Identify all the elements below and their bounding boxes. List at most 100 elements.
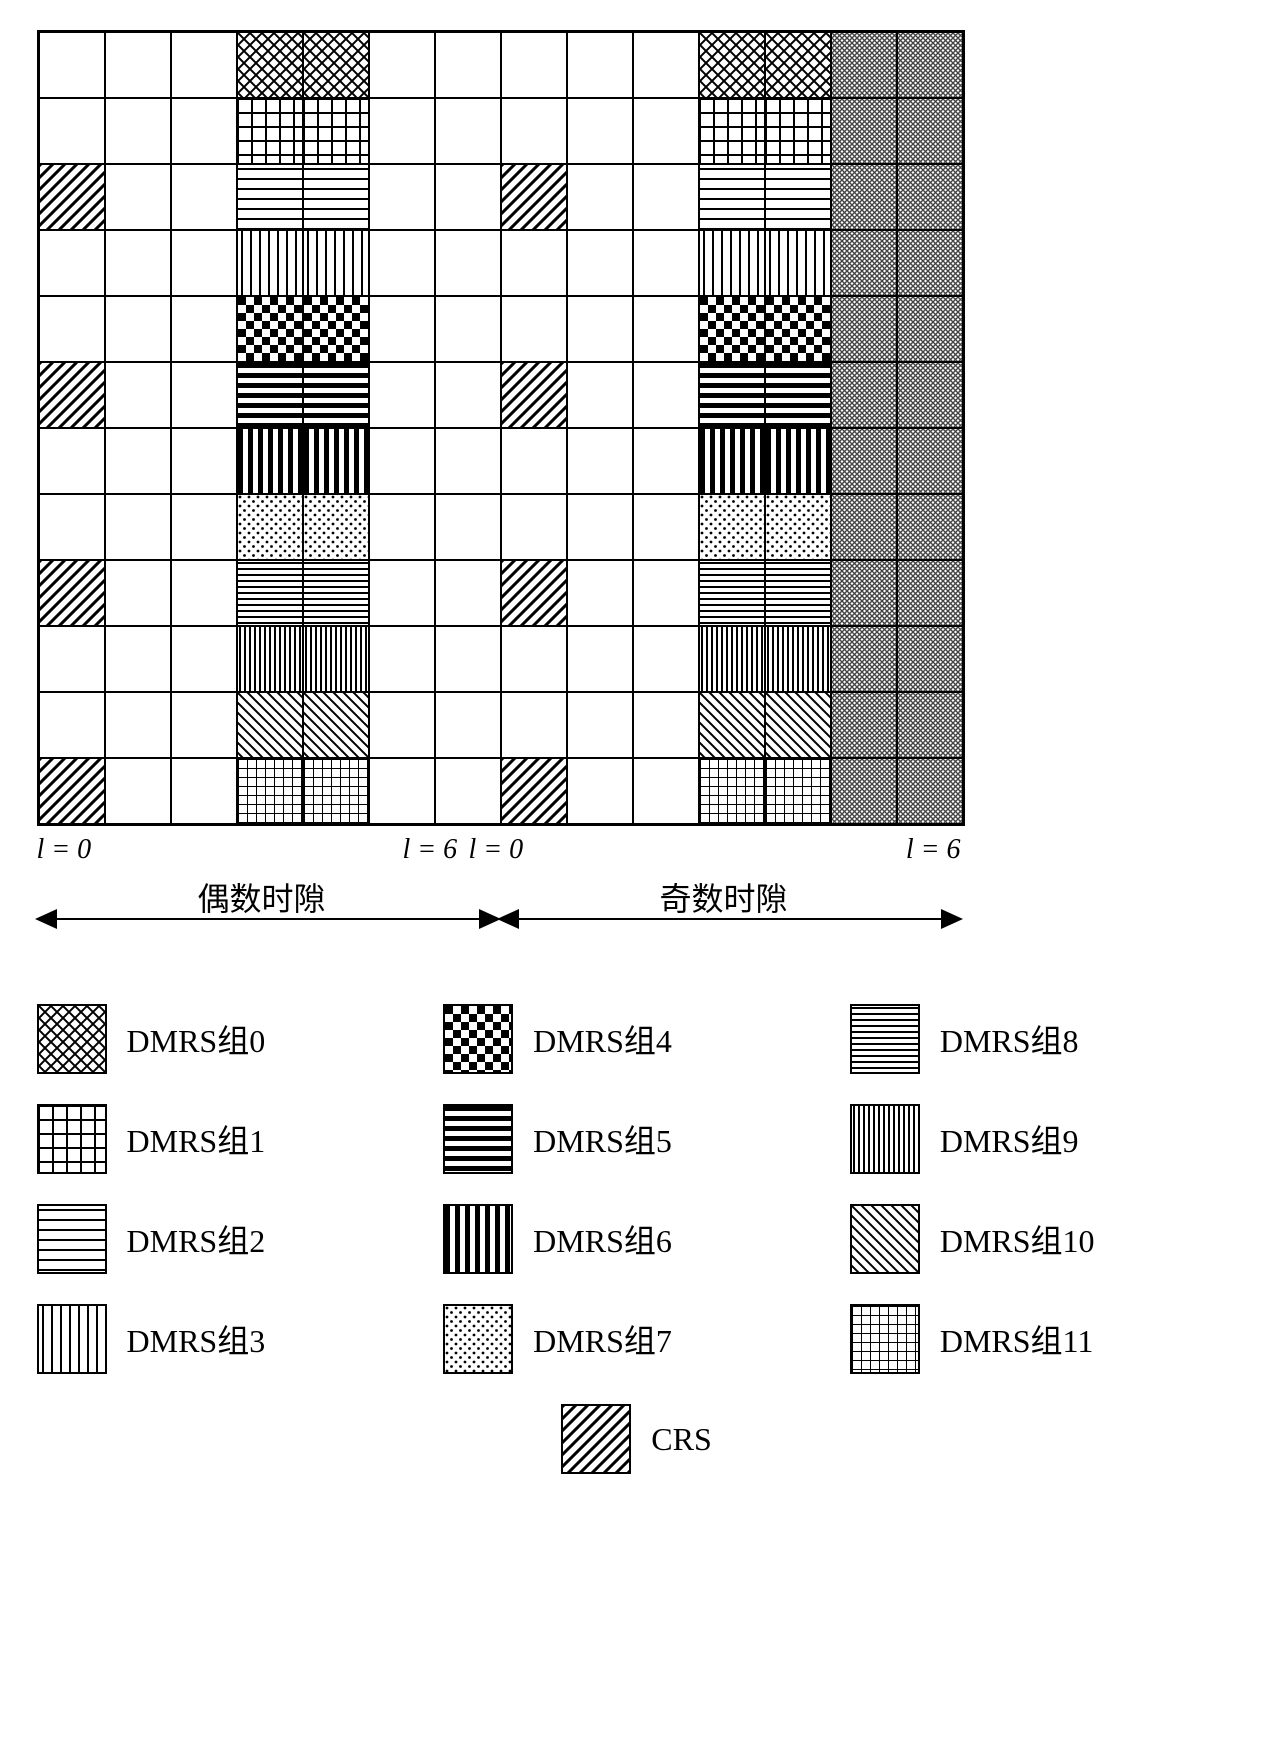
grid-cell <box>633 692 699 758</box>
legend-swatch <box>37 1004 107 1074</box>
axis-label: l = 0 <box>37 834 92 866</box>
grid-cell <box>699 164 765 230</box>
diagram-container: l = 0l = 6l = 0l = 6 偶数时隙奇数时隙 DMRS组0DMRS… <box>37 30 1237 1474</box>
grid-cell <box>369 362 435 428</box>
grid-cell <box>171 428 237 494</box>
grid-cell <box>171 494 237 560</box>
grid-cell <box>171 362 237 428</box>
grid-cell <box>501 428 567 494</box>
grid-cell <box>699 296 765 362</box>
legend-item: DMRS组9 <box>850 1104 1237 1174</box>
grid-cell <box>897 32 963 98</box>
grid-cell <box>633 98 699 164</box>
grid-cell <box>567 626 633 692</box>
grid-cell <box>699 32 765 98</box>
legend-label: DMRS组10 <box>940 1216 1095 1262</box>
grid-cell <box>765 296 831 362</box>
grid-cell <box>105 32 171 98</box>
grid-cell <box>369 560 435 626</box>
grid-cell <box>369 428 435 494</box>
grid-cell <box>567 560 633 626</box>
grid-cell <box>39 758 105 824</box>
axis-label: l = 6 <box>906 834 961 866</box>
grid-cell <box>435 164 501 230</box>
grid-cell <box>303 362 369 428</box>
grid-cell <box>303 428 369 494</box>
legend-swatch <box>37 1304 107 1374</box>
legend-label: DMRS组11 <box>940 1316 1094 1362</box>
axis-labels: l = 0l = 6l = 0l = 6 <box>37 834 961 870</box>
grid-cell <box>237 362 303 428</box>
legend-item: DMRS组5 <box>443 1104 830 1174</box>
legend-label: DMRS组4 <box>533 1016 672 1062</box>
legend-swatch <box>850 1004 920 1074</box>
grid-cell <box>171 560 237 626</box>
grid-cell <box>831 164 897 230</box>
grid-cell <box>699 560 765 626</box>
grid-cell <box>39 98 105 164</box>
legend-swatch <box>443 1304 513 1374</box>
grid-cell <box>897 296 963 362</box>
grid-cell <box>765 494 831 560</box>
grid-cell <box>171 692 237 758</box>
grid-cell <box>699 758 765 824</box>
grid-cell <box>105 758 171 824</box>
grid-cell <box>39 230 105 296</box>
grid-cell <box>105 98 171 164</box>
grid-cell <box>501 230 567 296</box>
grid-cell <box>765 428 831 494</box>
grid-cell <box>435 362 501 428</box>
legend-swatch <box>443 1004 513 1074</box>
grid-cell <box>39 494 105 560</box>
grid-cell <box>369 98 435 164</box>
grid-cell <box>303 494 369 560</box>
grid-cell <box>171 230 237 296</box>
grid-cell <box>501 296 567 362</box>
legend-label: DMRS组2 <box>127 1216 266 1262</box>
grid-cell <box>39 164 105 230</box>
grid-cell <box>567 758 633 824</box>
grid-cell <box>105 164 171 230</box>
grid-cell <box>39 296 105 362</box>
grid-cell <box>501 626 567 692</box>
grid-cell <box>237 494 303 560</box>
grid-cell <box>237 296 303 362</box>
legend-label: DMRS组9 <box>940 1116 1079 1162</box>
grid-cell <box>567 32 633 98</box>
grid-cell <box>633 758 699 824</box>
grid-cell <box>633 560 699 626</box>
grid-cell <box>765 230 831 296</box>
grid-cell <box>897 494 963 560</box>
grid-cell <box>237 758 303 824</box>
grid-cell <box>171 98 237 164</box>
grid-cell <box>435 428 501 494</box>
grid-cell <box>501 560 567 626</box>
legend-item: DMRS组10 <box>850 1204 1237 1274</box>
grid-cell <box>699 230 765 296</box>
grid-cell <box>369 164 435 230</box>
grid-cell <box>369 32 435 98</box>
grid-cell <box>765 560 831 626</box>
grid-cell <box>303 692 369 758</box>
grid-cell <box>303 32 369 98</box>
grid-cell <box>171 758 237 824</box>
grid-cell <box>765 164 831 230</box>
grid-cell <box>501 758 567 824</box>
odd-slot-arrow <box>499 918 961 920</box>
grid-cell <box>765 758 831 824</box>
grid-cell <box>435 230 501 296</box>
legend-swatch <box>850 1204 920 1274</box>
grid-cell <box>303 98 369 164</box>
grid-cell <box>831 626 897 692</box>
grid-cell <box>237 164 303 230</box>
grid-cell <box>435 98 501 164</box>
grid-cell <box>435 692 501 758</box>
grid-cell <box>369 626 435 692</box>
grid-cell <box>369 494 435 560</box>
grid-cell <box>897 626 963 692</box>
legend-swatch <box>850 1104 920 1174</box>
grid-cell <box>501 692 567 758</box>
axis-label: l = 6 <box>403 834 458 866</box>
grid-cell <box>567 692 633 758</box>
legend-swatch <box>37 1104 107 1174</box>
